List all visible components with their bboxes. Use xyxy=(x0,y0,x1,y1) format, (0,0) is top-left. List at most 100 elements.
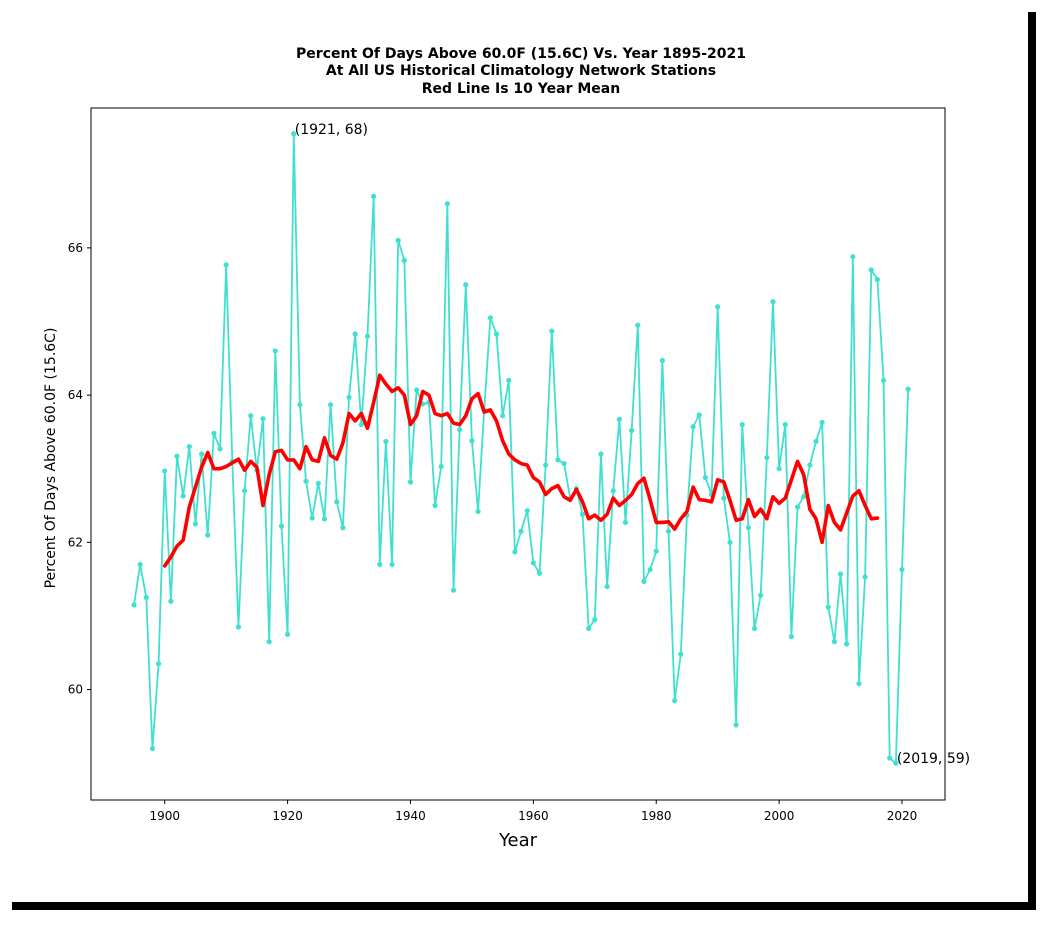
chart-title-line-1: Percent Of Days Above 60.0F (15.6C) Vs. … xyxy=(296,46,746,62)
annual-data-point xyxy=(524,508,530,514)
annual-data-point xyxy=(241,488,248,494)
chart-title-line-2: At All US Historical Climatology Network… xyxy=(326,63,716,79)
annual-data-point xyxy=(346,394,352,400)
annual-data-point xyxy=(174,453,180,459)
annual-data-point xyxy=(690,424,696,430)
annual-data-point xyxy=(334,499,340,505)
annual-data-point xyxy=(788,633,795,640)
annual-data-point xyxy=(162,468,168,474)
annual-data-point xyxy=(444,201,450,207)
annual-data-point xyxy=(285,631,291,637)
annual-data-point xyxy=(629,427,635,434)
annual-data-point xyxy=(641,578,647,584)
plot-content xyxy=(131,131,911,766)
annual-data-point xyxy=(321,516,328,522)
annual-data-point xyxy=(721,495,727,501)
annual-data-point xyxy=(764,455,770,461)
annual-data-point xyxy=(647,566,653,573)
annual-data-point xyxy=(899,566,905,573)
annual-data-point xyxy=(143,594,149,601)
annual-data-point xyxy=(260,416,266,422)
annual-data-point xyxy=(610,488,616,494)
annual-data-point xyxy=(807,462,813,468)
annual-data-point xyxy=(192,521,199,527)
annual-data-point xyxy=(407,479,414,485)
annual-data-point xyxy=(217,446,223,452)
annual-data-point xyxy=(278,523,285,529)
annual-data-point xyxy=(297,402,303,408)
plot-area-border xyxy=(90,107,946,801)
chart-title: Percent Of Days Above 60.0F (15.6C) Vs. … xyxy=(296,46,746,97)
annual-data-point xyxy=(235,624,242,630)
annual-data-point xyxy=(211,430,217,436)
annual-data-point xyxy=(868,267,874,273)
annual-data-point xyxy=(880,377,887,383)
annual-data-point xyxy=(586,625,592,632)
x-axis-label: Year xyxy=(498,830,538,851)
x-tick-label: 2020 xyxy=(887,809,918,823)
x-axis-ticks: 1900 1920 1940 1960 1980 2000 2020 xyxy=(149,800,917,823)
annual-data-point xyxy=(702,474,708,481)
x-tick-label: 1900 xyxy=(149,809,180,823)
annual-data-point xyxy=(727,539,733,545)
annual-data-point xyxy=(518,528,524,534)
annual-data-point xyxy=(248,413,254,419)
annual-data-point xyxy=(715,304,721,310)
annual-data-point xyxy=(825,604,831,610)
x-tick-label: 1920 xyxy=(272,809,303,823)
annual-data-point xyxy=(352,331,358,337)
x-tick-label: 1940 xyxy=(395,809,426,823)
chart-title-line-3: Red Line Is 10 Year Mean xyxy=(422,81,620,97)
annual-data-point xyxy=(493,331,500,337)
y-axis-ticks: 60 62 64 66 xyxy=(68,241,91,697)
annual-data-point xyxy=(776,466,782,472)
annual-data-point xyxy=(198,451,205,457)
annual-data-point xyxy=(205,532,211,538)
annual-data-point xyxy=(555,457,561,463)
chart-svg: Percent Of Days Above 60.0F (15.6C) Vs. … xyxy=(43,46,970,851)
annual-data-point xyxy=(543,462,549,468)
annual-data-point xyxy=(665,528,672,534)
annual-data-point xyxy=(131,602,137,608)
annotation-label: (1921, 68) xyxy=(295,122,368,138)
annual-data-point xyxy=(592,617,598,623)
annual-data-point xyxy=(432,502,438,509)
annual-data-point xyxy=(819,419,825,425)
annual-data-point xyxy=(622,519,629,526)
annual-data-point xyxy=(383,438,389,445)
annual-data-point xyxy=(414,387,420,393)
annual-data-point xyxy=(291,131,297,137)
annual-series-line xyxy=(133,132,910,765)
annual-data-point xyxy=(616,416,622,422)
annual-data-point xyxy=(604,583,610,590)
annual-data-point xyxy=(266,639,272,645)
annotation-label: (2019, 59) xyxy=(897,751,970,767)
annual-data-point xyxy=(168,598,174,604)
annual-data-point xyxy=(751,625,758,632)
annual-data-point xyxy=(272,348,278,354)
annual-data-point xyxy=(837,571,844,577)
annual-data-point xyxy=(395,237,401,244)
annotations: (1921, 68) (2019, 59) xyxy=(295,122,970,767)
annual-data-point xyxy=(831,639,838,645)
annual-data-point xyxy=(512,549,518,555)
annual-data-point xyxy=(223,262,229,268)
annual-data-point xyxy=(358,421,364,428)
annual-data-point xyxy=(328,402,334,408)
annual-data-point xyxy=(678,651,684,657)
annual-data-point xyxy=(303,478,309,484)
annual-data-point xyxy=(438,463,444,470)
annual-data-point xyxy=(371,193,377,199)
annual-data-point xyxy=(457,427,463,433)
annual-data-point xyxy=(579,511,586,517)
annual-data-point xyxy=(340,525,346,531)
y-tick-label: 60 xyxy=(68,683,83,697)
annual-data-point xyxy=(887,755,893,761)
annual-data-point xyxy=(905,386,911,392)
annual-data-point xyxy=(733,722,739,728)
annual-data-point xyxy=(180,493,186,499)
annual-data-point xyxy=(659,357,665,364)
x-tick-label: 2000 xyxy=(764,809,795,823)
x-tick-label: 1960 xyxy=(518,809,549,823)
annual-data-point xyxy=(653,548,659,554)
